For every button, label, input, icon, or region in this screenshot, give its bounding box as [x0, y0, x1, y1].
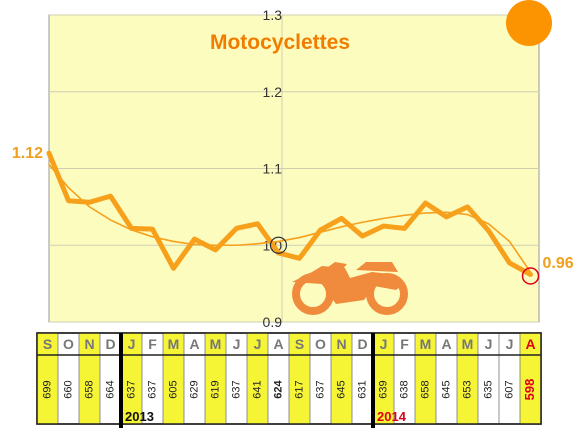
- count-label: 638: [398, 380, 410, 398]
- month-label: S: [295, 336, 304, 352]
- y-tick-label: 1.1: [263, 161, 283, 177]
- month-label: A: [441, 336, 451, 352]
- month-label: F: [148, 336, 157, 352]
- annotations-layer: 1.12 0.96: [12, 145, 574, 285]
- table-border: [36, 332, 542, 425]
- count-label: 607: [503, 380, 515, 398]
- month-label: A: [189, 336, 199, 352]
- month-label: M: [210, 336, 222, 352]
- end-marker: [521, 267, 540, 285]
- count-label: 637: [125, 380, 137, 398]
- chart-title: Motocyclettes: [210, 31, 350, 54]
- count-label: 631: [356, 380, 368, 398]
- count-label: 645: [335, 380, 347, 398]
- month-label: A: [273, 336, 283, 352]
- sun-icon: [506, 0, 552, 46]
- count-label: 598: [522, 379, 537, 401]
- y-tick-label: 1.3: [263, 7, 283, 23]
- month-label: S: [43, 336, 52, 352]
- series-line: [46, 150, 533, 277]
- count-label: 637: [230, 380, 242, 398]
- count-label: 637: [314, 380, 326, 398]
- motorcycle-icon: [292, 262, 408, 315]
- trend-line: [48, 163, 532, 273]
- series-layer: [46, 150, 533, 277]
- month-label: J: [380, 336, 388, 352]
- count-label: 605: [167, 380, 179, 398]
- count-label: 639: [377, 380, 389, 398]
- month-label: O: [315, 336, 326, 352]
- month-label: J: [128, 336, 136, 352]
- month-label: N: [84, 336, 94, 352]
- month-table: S 699 O 660 N 658 D 664 J 637 F 637 M 605 A 629 M 619 J 637…: [36, 332, 542, 428]
- count-label: 658: [419, 380, 431, 398]
- y-tick-label: 0.9: [263, 314, 283, 330]
- end-value-label: 0.96: [543, 255, 574, 272]
- month-label: J: [485, 336, 493, 352]
- month-label: J: [254, 336, 262, 352]
- count-label: 653: [461, 380, 473, 398]
- gridlines: [49, 14, 539, 323]
- count-label: 635: [482, 380, 494, 398]
- start-value-label: 1.12: [12, 145, 43, 162]
- month-label: J: [506, 336, 514, 352]
- count-label: 664: [104, 380, 116, 398]
- month-label: N: [336, 336, 346, 352]
- month-label: A: [525, 336, 535, 352]
- y-tick-label: 1.2: [263, 84, 283, 100]
- count-label: 658: [83, 380, 95, 398]
- count-label: 641: [251, 380, 263, 398]
- month-label: J: [233, 336, 241, 352]
- count-label: 629: [188, 380, 200, 398]
- year-label: 2014: [377, 409, 407, 424]
- month-label: O: [63, 336, 74, 352]
- month-label: F: [400, 336, 409, 352]
- count-label: 617: [293, 380, 305, 398]
- month-label: D: [105, 336, 115, 352]
- month-label: D: [357, 336, 367, 352]
- month-label: M: [168, 336, 180, 352]
- count-label: 660: [62, 380, 74, 398]
- count-label: 645: [440, 380, 452, 398]
- month-label: M: [462, 336, 474, 352]
- reference-marker: [269, 236, 288, 254]
- year-label: 2013: [125, 409, 154, 424]
- count-label: 619: [209, 380, 221, 398]
- month-label: M: [420, 336, 432, 352]
- count-label: 637: [146, 380, 158, 398]
- count-label: 699: [41, 380, 53, 398]
- count-label: 624: [272, 379, 284, 398]
